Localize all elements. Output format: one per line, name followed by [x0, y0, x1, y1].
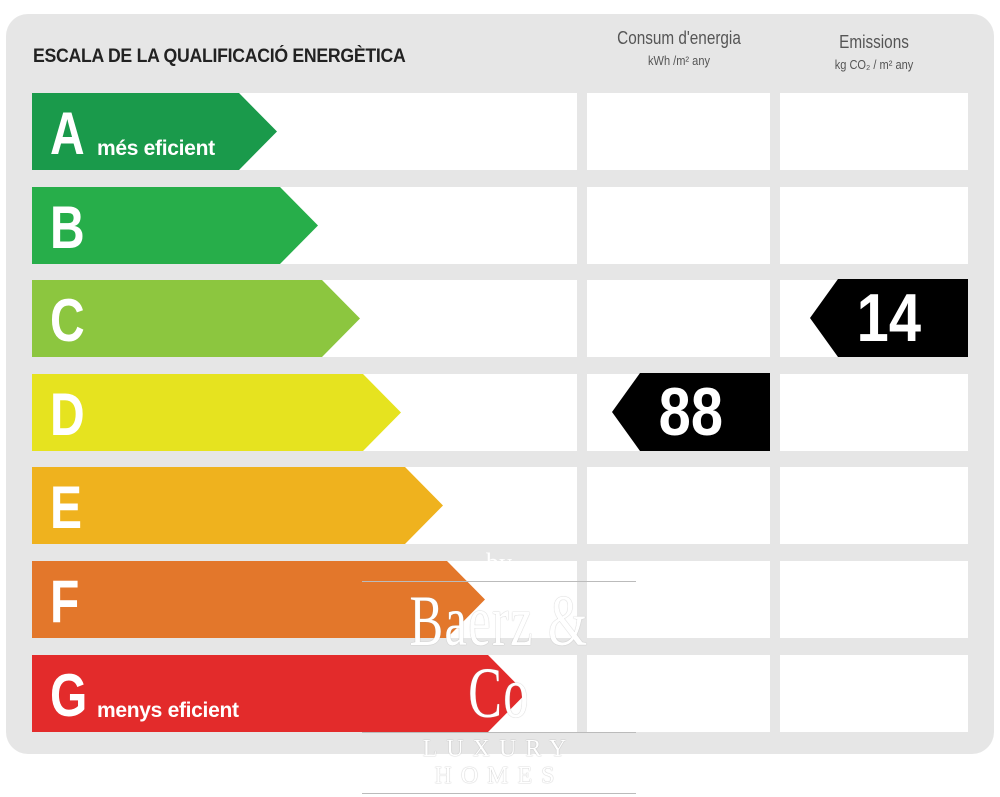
emissions-cell — [780, 467, 968, 544]
consumption-cell — [587, 561, 770, 638]
rating-letter: A — [50, 100, 85, 167]
label-title: ESCALA DE LA QUALIFICACIÓ ENERGÈTICA — [33, 46, 406, 67]
consumption-cell — [587, 187, 770, 264]
rating-letter: B — [50, 194, 85, 261]
emissions-cell — [780, 187, 968, 264]
consumption-cell — [587, 280, 770, 357]
consumption-cell — [587, 467, 770, 544]
emissions-cell — [780, 93, 968, 170]
rating-arrow-b: B — [32, 187, 318, 264]
rating-letter: E — [50, 474, 83, 541]
consumption-cell — [587, 655, 770, 732]
rating-arrow-c: C — [32, 280, 360, 357]
watermark-logo: by Baerz & Co LUXURY HOMES — [362, 548, 636, 797]
rating-arrow-d: D — [32, 374, 401, 451]
emissions-cell — [780, 561, 968, 638]
rating-caption: menys eficient — [97, 699, 239, 722]
rating-caption: més eficient — [97, 137, 215, 160]
emissions-header: Emissions kg CO₂ / m² any — [834, 32, 914, 72]
emissions-cell — [780, 655, 968, 732]
consumption-value-badge: 88 — [612, 373, 770, 451]
consumption-cell — [587, 93, 770, 170]
emissions-value-badge: 14 — [810, 279, 968, 357]
rating-letter: G — [50, 662, 88, 729]
emissions-cell — [780, 374, 968, 451]
rating-arrow-e: E — [32, 467, 443, 544]
rating-letter: F — [50, 568, 80, 635]
rating-letter: D — [50, 381, 85, 448]
rating-arrow-f: F — [32, 561, 485, 638]
consumption-header: Consum d'energia kWh /m² any — [617, 28, 741, 68]
rating-letter: C — [50, 287, 85, 354]
